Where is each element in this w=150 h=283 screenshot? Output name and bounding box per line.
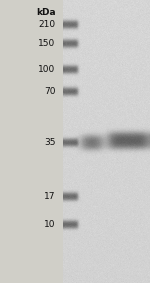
Text: 70: 70 [44, 87, 56, 97]
Text: 210: 210 [38, 20, 56, 29]
Text: 17: 17 [44, 192, 56, 201]
Text: 100: 100 [38, 65, 56, 74]
Text: 150: 150 [38, 39, 56, 48]
Text: 10: 10 [44, 220, 56, 230]
Text: kDa: kDa [36, 8, 56, 17]
Text: 35: 35 [44, 138, 56, 147]
